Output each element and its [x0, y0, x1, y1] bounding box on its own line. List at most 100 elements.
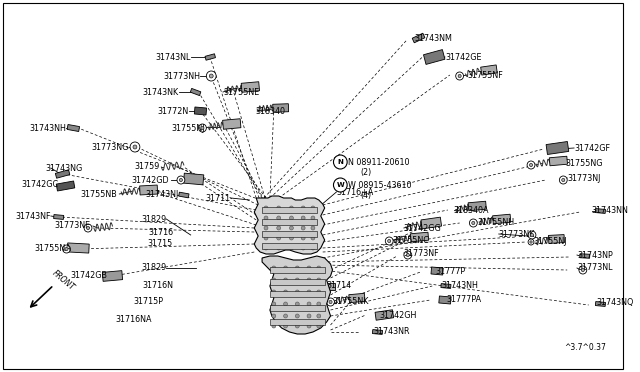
Circle shape: [86, 227, 90, 230]
Text: 31755NC: 31755NC: [392, 235, 429, 244]
Circle shape: [458, 74, 461, 78]
Circle shape: [307, 266, 311, 270]
Circle shape: [65, 247, 68, 251]
Polygon shape: [412, 33, 425, 43]
Circle shape: [579, 266, 587, 274]
Polygon shape: [102, 271, 123, 281]
Circle shape: [307, 324, 311, 328]
Circle shape: [177, 176, 185, 184]
Circle shape: [264, 226, 268, 230]
Polygon shape: [580, 254, 590, 258]
Text: N 08911-20610: N 08911-20610: [348, 157, 410, 167]
Circle shape: [311, 236, 315, 240]
Circle shape: [179, 179, 182, 182]
Circle shape: [317, 278, 321, 282]
Circle shape: [276, 236, 281, 240]
Text: 31755NF: 31755NF: [467, 71, 503, 80]
Text: 31755NE: 31755NE: [223, 87, 259, 96]
Circle shape: [276, 206, 281, 210]
Bar: [270, 291, 324, 297]
Circle shape: [581, 269, 584, 272]
Circle shape: [317, 314, 321, 318]
Circle shape: [284, 324, 287, 328]
Text: 318340: 318340: [255, 106, 285, 115]
Circle shape: [529, 163, 532, 167]
Circle shape: [469, 219, 477, 227]
Text: 31743NH: 31743NH: [441, 280, 478, 289]
Text: 31715P: 31715P: [133, 298, 163, 307]
Circle shape: [317, 290, 321, 294]
Polygon shape: [262, 256, 333, 334]
Circle shape: [276, 226, 281, 230]
Text: 31743NR: 31743NR: [374, 327, 410, 337]
Circle shape: [333, 155, 347, 169]
Text: 31755NB: 31755NB: [81, 189, 117, 199]
Bar: [270, 267, 324, 273]
Circle shape: [406, 253, 410, 257]
Polygon shape: [54, 215, 64, 219]
Polygon shape: [56, 181, 75, 191]
Circle shape: [311, 226, 315, 230]
Text: 31755NA: 31755NA: [35, 244, 72, 253]
Polygon shape: [549, 156, 568, 166]
Circle shape: [307, 302, 311, 306]
Circle shape: [198, 124, 206, 132]
Polygon shape: [546, 141, 569, 154]
Polygon shape: [55, 170, 70, 178]
Circle shape: [388, 240, 391, 243]
Circle shape: [272, 290, 276, 294]
Text: 31716NA: 31716NA: [115, 315, 152, 324]
Circle shape: [276, 246, 281, 250]
Circle shape: [301, 216, 305, 220]
Text: FRONT: FRONT: [51, 268, 76, 292]
Circle shape: [307, 314, 311, 318]
Circle shape: [84, 224, 92, 232]
Polygon shape: [424, 49, 445, 64]
Circle shape: [264, 206, 268, 210]
Polygon shape: [595, 209, 605, 214]
Text: 31743NG: 31743NG: [45, 164, 82, 173]
Polygon shape: [439, 296, 451, 304]
Text: 31716+A: 31716+A: [337, 187, 374, 196]
Text: (2): (2): [360, 167, 371, 176]
Circle shape: [289, 246, 293, 250]
Text: 31829: 31829: [141, 263, 166, 273]
Circle shape: [272, 324, 276, 328]
Circle shape: [528, 231, 536, 239]
Circle shape: [284, 278, 287, 282]
Polygon shape: [179, 192, 189, 198]
Circle shape: [527, 161, 535, 169]
Circle shape: [531, 233, 534, 237]
Text: 31743NF: 31743NF: [15, 212, 51, 221]
Text: 318340A: 318340A: [454, 205, 489, 215]
Circle shape: [295, 324, 300, 328]
Polygon shape: [254, 196, 324, 254]
Circle shape: [311, 206, 315, 210]
Circle shape: [295, 266, 300, 270]
Text: 31711: 31711: [205, 193, 231, 202]
Circle shape: [295, 278, 300, 282]
Text: 31742GG: 31742GG: [404, 224, 442, 232]
Polygon shape: [140, 185, 157, 195]
Polygon shape: [349, 293, 365, 303]
Circle shape: [311, 216, 315, 220]
Bar: [270, 279, 324, 285]
Text: 31772N: 31772N: [157, 106, 189, 115]
Polygon shape: [421, 217, 442, 229]
Text: 31743NH: 31743NH: [29, 124, 67, 132]
Circle shape: [289, 216, 293, 220]
Polygon shape: [441, 283, 451, 288]
Polygon shape: [67, 125, 79, 132]
Circle shape: [272, 278, 276, 282]
Circle shape: [289, 226, 293, 230]
Text: ^3.7^0.37: ^3.7^0.37: [564, 343, 606, 353]
Text: 31829: 31829: [141, 215, 166, 224]
Text: 31773NJ: 31773NJ: [567, 173, 600, 183]
Circle shape: [130, 142, 140, 152]
Text: 31773NL: 31773NL: [577, 263, 612, 273]
Circle shape: [264, 246, 268, 250]
Bar: [262, 207, 317, 213]
Text: W 08915-43610: W 08915-43610: [348, 180, 412, 189]
Circle shape: [276, 216, 281, 220]
Polygon shape: [190, 89, 201, 96]
